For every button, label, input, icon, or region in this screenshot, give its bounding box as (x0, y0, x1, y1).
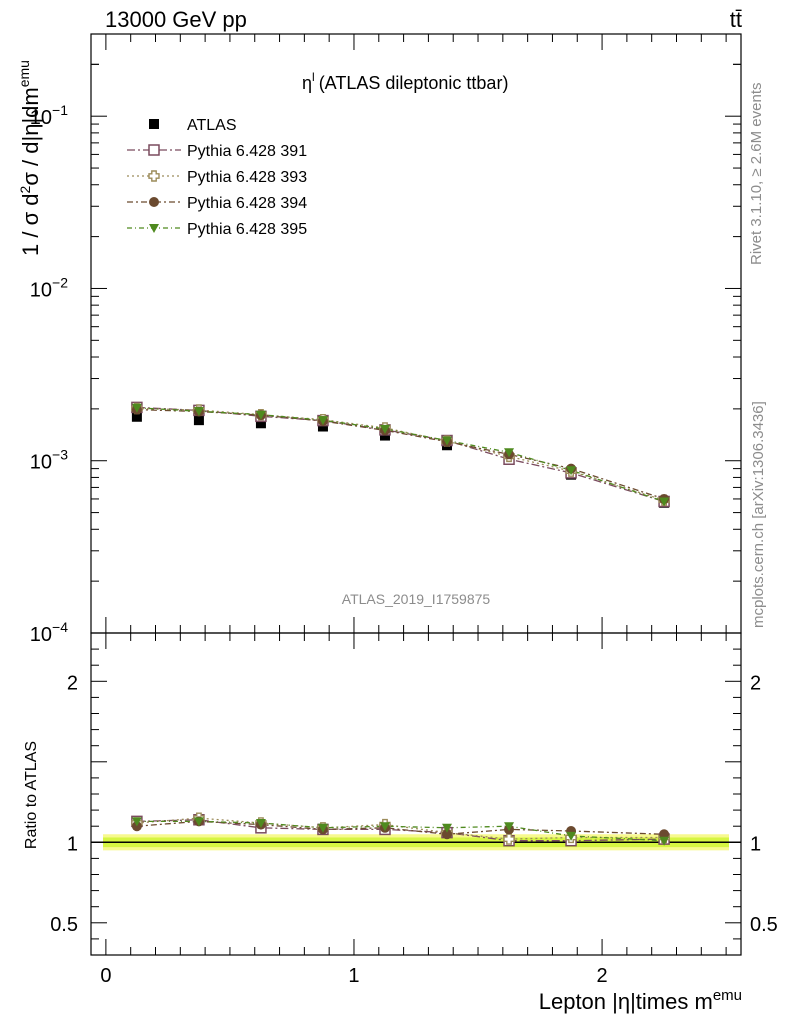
analysis-watermark: ATLAS_2019_I1759875 (342, 591, 491, 607)
data-point-mc-4 (659, 497, 670, 507)
data-point-mc-4 (504, 448, 515, 458)
ratio-point-4 (193, 817, 204, 827)
plot-title: ηl (ATLAS dileptonic ttbar) (302, 70, 508, 93)
title-sup: l (312, 70, 315, 84)
legend-marker (149, 197, 159, 207)
main-panel: 10−110−210−310−4 (30, 33, 742, 955)
x-tick-label: 1 (348, 965, 359, 987)
title-rest: (ATLAS dileptonic ttbar) (319, 73, 509, 93)
data-point-atlas (131, 411, 142, 422)
process-label: tt̄ (730, 7, 742, 32)
ratio-y-tick-label-right: 0.5 (750, 914, 778, 936)
ratio-y-tick-label: 1 (67, 833, 78, 855)
ratio-point-4 (379, 822, 390, 832)
y-tick-label-exp: −2 (52, 274, 68, 290)
title-main: η (302, 73, 312, 93)
data-point-mc-4 (131, 403, 142, 413)
ratio-y-tick-label-right: 2 (750, 672, 761, 694)
ratio-point-4 (566, 831, 577, 841)
ratio-point-3 (442, 829, 453, 840)
ratio-panel: 0 1 2 2 2 1 1 0.5 0.5 (50, 632, 778, 987)
legend-label: Pythia 6.428 391 (187, 143, 307, 160)
y-tick-label: 10−2 (30, 274, 68, 301)
ratio-frame (90, 632, 742, 956)
legend-label: Pythia 6.428 394 (187, 195, 307, 212)
legend-label: Pythia 6.428 393 (187, 169, 307, 186)
y-tick-label-base: 10 (30, 624, 52, 646)
data-point-mc-4 (193, 407, 204, 417)
legend-marker (148, 170, 160, 182)
legend-marker (149, 224, 159, 233)
y-tick-label-base: 10 (30, 452, 52, 474)
ratio-y-tick-label: 0.5 (50, 914, 78, 936)
x-axis-label-sup: emu (713, 987, 742, 1004)
ratio-line-3 (136, 820, 665, 835)
data-point-mc-4 (317, 416, 328, 426)
series-line-3 (136, 408, 665, 500)
y-tick-label-exp: −4 (52, 619, 68, 635)
ratio-point-4 (317, 823, 328, 833)
legend: ATLAS Pythia 6.428 391 Pythia 6.428 393 Pyt… (127, 117, 307, 238)
series-line-4 (136, 407, 665, 503)
ratio-line-1 (136, 819, 665, 842)
ratio-point-4 (504, 822, 515, 832)
legend-label: Pythia 6.428 395 (187, 221, 307, 238)
y-tick-label: 10−4 (30, 619, 68, 646)
rivet-label: Rivet 3.1.10, ≥ 2.6M events (748, 83, 765, 266)
mcplots-label: mcplots.cern.ch [arXiv:1306.3436] (750, 401, 767, 628)
data-point-mc-4 (379, 424, 390, 434)
ratio-y-axis-label: Ratio to ATLAS (23, 741, 40, 849)
y-tick-label: 10−3 (30, 447, 68, 474)
ratio-y-tick-label-right: 1 (750, 833, 761, 855)
ratio-point-4 (659, 836, 670, 846)
x-tick-label: 2 (597, 965, 608, 987)
y-tick-label-exp: −1 (52, 102, 68, 118)
ratio-y-tick-label: 2 (67, 672, 78, 694)
y-tick-label-exp: −3 (52, 447, 68, 463)
y-tick-label: 10−1 (30, 102, 68, 129)
data-point-atlas (317, 421, 328, 432)
data-point-mc-4 (442, 436, 453, 446)
x-axis-label-main: Lepton |η|times m (539, 989, 713, 1014)
data-point-atlas (255, 418, 266, 429)
ratio-line-2 (136, 817, 665, 840)
x-axis-label: Lepton |η|times memu (539, 987, 742, 1014)
ratio-point-4 (131, 817, 142, 827)
y-axis-label: 1 / σ d2σ / d|η|dmemu (16, 60, 43, 256)
ratio-point-2 (503, 833, 515, 845)
y-tick-label-base: 10 (30, 279, 52, 301)
legend-marker (149, 119, 159, 129)
ratio-point-4 (442, 823, 453, 833)
data-point-atlas (193, 415, 204, 426)
legend-marker (148, 144, 160, 156)
x-tick-label: 0 (100, 965, 111, 987)
legend-label: ATLAS (187, 117, 237, 134)
y-tick-label-base: 10 (30, 107, 52, 129)
ratio-point-4 (255, 818, 266, 828)
data-point-mc-4 (255, 410, 266, 420)
data-point-mc-4 (566, 466, 577, 476)
series-line-1 (136, 406, 665, 503)
series-line-2 (136, 407, 665, 501)
energy-label: 13000 GeV pp (105, 7, 247, 32)
